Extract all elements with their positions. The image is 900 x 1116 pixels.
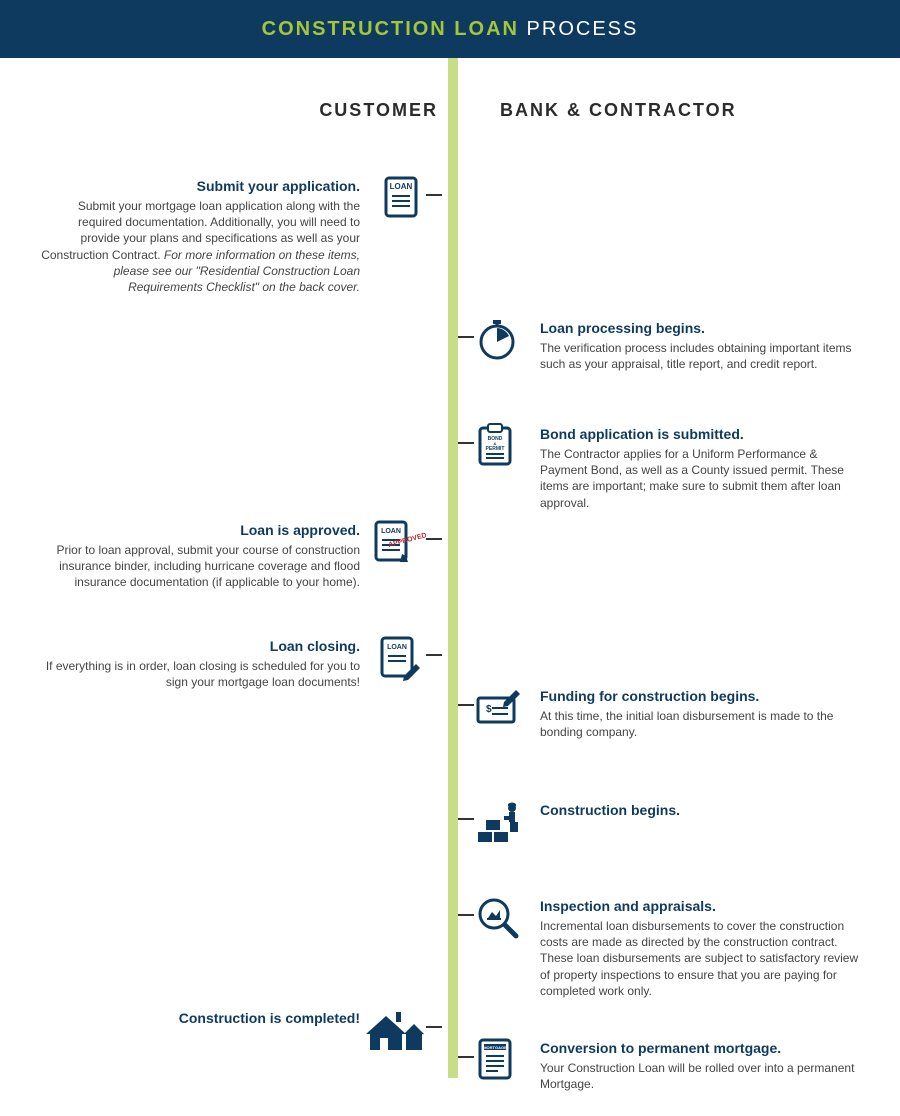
bond-doc-icon: BOND & PERMIT	[474, 422, 520, 468]
timeline-tick	[458, 704, 474, 706]
loan-approved-icon: LOAN APPROVED	[370, 518, 426, 568]
step-body: Incremental loan disbursements to cover …	[540, 918, 860, 999]
step-body: Submit your mortgage loan application al…	[40, 198, 360, 295]
timeline-step: Loan is approved. Prior to loan approval,…	[40, 522, 360, 591]
step-title: Construction begins.	[540, 802, 860, 818]
timeline-tick	[458, 1056, 474, 1058]
loan-doc-icon: LOAN	[380, 174, 426, 220]
timeline-step: Bond application is submitted. The Contra…	[540, 426, 860, 511]
svg-text:LOAN: LOAN	[390, 182, 413, 191]
timeline-step: Loan processing begins. The verification …	[540, 320, 860, 372]
timeline-step: Construction begins.	[540, 802, 860, 822]
step-title: Bond application is submitted.	[540, 426, 860, 442]
loan-sign-icon: LOAN	[376, 634, 426, 684]
title-bold: CONSTRUCTION LOAN	[262, 18, 519, 40]
stopwatch-icon	[474, 316, 520, 362]
timeline-tick	[458, 442, 474, 444]
svg-text:MORTGAGE: MORTGAGE	[483, 1045, 507, 1050]
timeline-tick	[458, 818, 474, 820]
step-body: Prior to loan approval, submit your cour…	[40, 542, 360, 591]
step-title: Loan processing begins.	[540, 320, 860, 336]
step-title: Funding for construction begins.	[540, 688, 860, 704]
step-title: Loan closing.	[40, 638, 360, 654]
step-title: Submit your application.	[40, 178, 360, 194]
timeline-step: Conversion to permanent mortgage. Your Co…	[540, 1040, 860, 1092]
timeline-step: Funding for construction begins. At this …	[540, 688, 860, 740]
magnifier-icon	[474, 894, 522, 942]
step-title: Loan is approved.	[40, 522, 360, 538]
check-sign-icon: $	[474, 684, 524, 730]
svg-text:$: $	[486, 704, 492, 715]
svg-text:PERMIT: PERMIT	[486, 446, 505, 452]
timeline-step: Inspection and appraisals. Incremental lo…	[540, 898, 860, 999]
step-body: The verification process includes obtain…	[540, 340, 860, 372]
timeline-tick	[458, 914, 474, 916]
timeline-step: Construction is completed!	[40, 1010, 360, 1030]
timeline-step: Loan closing. If everything is in order, …	[40, 638, 360, 690]
timeline-container: CUSTOMER BANK & CONTRACTOR Submit your a…	[0, 58, 900, 1116]
step-body: At this time, the initial loan disbursem…	[540, 708, 860, 740]
step-body: The Contractor applies for a Uniform Per…	[540, 446, 860, 511]
title-light: PROCESS	[527, 18, 639, 40]
column-header-bank: BANK & CONTRACTOR	[500, 100, 737, 121]
timeline-tick	[426, 1026, 442, 1028]
step-title: Conversion to permanent mortgage.	[540, 1040, 860, 1056]
column-header-customer: CUSTOMER	[319, 100, 438, 121]
timeline-step: Submit your application. Submit your mort…	[40, 178, 360, 295]
construction-icon	[474, 798, 526, 844]
step-body: Your Construction Loan will be rolled ov…	[540, 1060, 860, 1092]
timeline-tick	[426, 538, 442, 540]
svg-text:LOAN: LOAN	[387, 644, 407, 651]
timeline-axis	[448, 58, 458, 1078]
page-header: CONSTRUCTION LOAN PROCESS	[0, 0, 900, 58]
step-body: If everything is in order, loan closing …	[40, 658, 360, 690]
svg-text:LOAN: LOAN	[381, 528, 401, 535]
step-title: Construction is completed!	[40, 1010, 360, 1026]
house-icon	[362, 1006, 426, 1054]
page-title: CONSTRUCTION LOAN PROCESS	[262, 18, 639, 41]
timeline-tick	[426, 194, 442, 196]
timeline-tick	[426, 654, 442, 656]
step-title: Inspection and appraisals.	[540, 898, 860, 914]
mortgage-doc-icon: MORTGAGE	[474, 1036, 520, 1082]
timeline-tick	[458, 336, 474, 338]
